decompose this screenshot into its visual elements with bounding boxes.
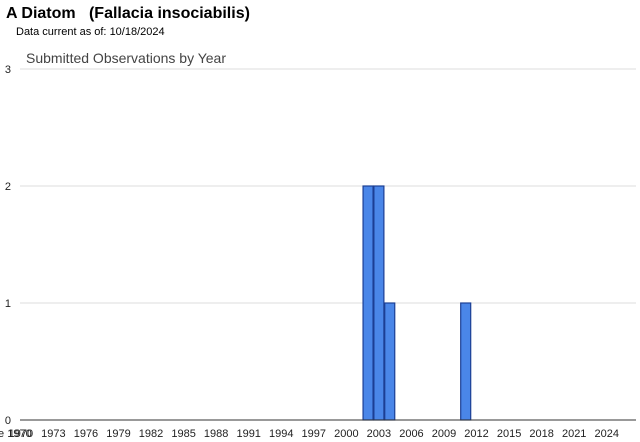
x-tick-label: 1970 bbox=[9, 428, 33, 440]
x-tick-label: 2006 bbox=[399, 428, 423, 440]
bar-2003 bbox=[373, 185, 385, 421]
gridlines bbox=[20, 68, 636, 304]
y-tick-label: 0 bbox=[5, 415, 11, 427]
data-date-line: Data current as of: 10/18/2024 bbox=[16, 26, 165, 38]
x-tick-label: 1991 bbox=[236, 428, 260, 440]
x-tick-label: 1997 bbox=[302, 428, 326, 440]
x-tick-label: 2009 bbox=[432, 428, 456, 440]
chart-title: Submitted Observations by Year bbox=[26, 50, 226, 66]
data-date-value: 10/18/2024 bbox=[109, 26, 165, 38]
x-tick-label: 1985 bbox=[171, 428, 195, 440]
x-tick-label: 2003 bbox=[367, 428, 391, 440]
x-tick-label: 2000 bbox=[334, 428, 358, 440]
bar-2004 bbox=[384, 302, 396, 421]
x-tick-label: 1973 bbox=[41, 428, 65, 440]
y-axis-ticks: 0 1 2 3 bbox=[5, 64, 11, 427]
data-date-label: Data current as of: bbox=[16, 26, 107, 38]
bar-2011 bbox=[460, 302, 472, 421]
x-tick-label: 1979 bbox=[106, 428, 130, 440]
x-tick-label: 2021 bbox=[562, 428, 586, 440]
x-tick-label: 1976 bbox=[74, 428, 98, 440]
y-tick-label: 2 bbox=[5, 181, 11, 193]
x-tick-label: 2018 bbox=[529, 428, 553, 440]
x-tick-label: 2024 bbox=[595, 428, 619, 440]
y-tick-label: 1 bbox=[5, 298, 11, 310]
bar-2002 bbox=[362, 185, 374, 421]
x-tick-label: 1994 bbox=[269, 428, 293, 440]
page-title: A Diatom (Fallacia insociabilis) bbox=[6, 5, 250, 22]
y-tick-label: 3 bbox=[5, 64, 11, 76]
x-tick-label: pre 1970 bbox=[0, 428, 32, 440]
x-tick-label: 2012 bbox=[464, 428, 488, 440]
x-tick-label: 1982 bbox=[139, 428, 163, 440]
x-tick-label: 1988 bbox=[204, 428, 228, 440]
x-tick-label: 2015 bbox=[497, 428, 521, 440]
